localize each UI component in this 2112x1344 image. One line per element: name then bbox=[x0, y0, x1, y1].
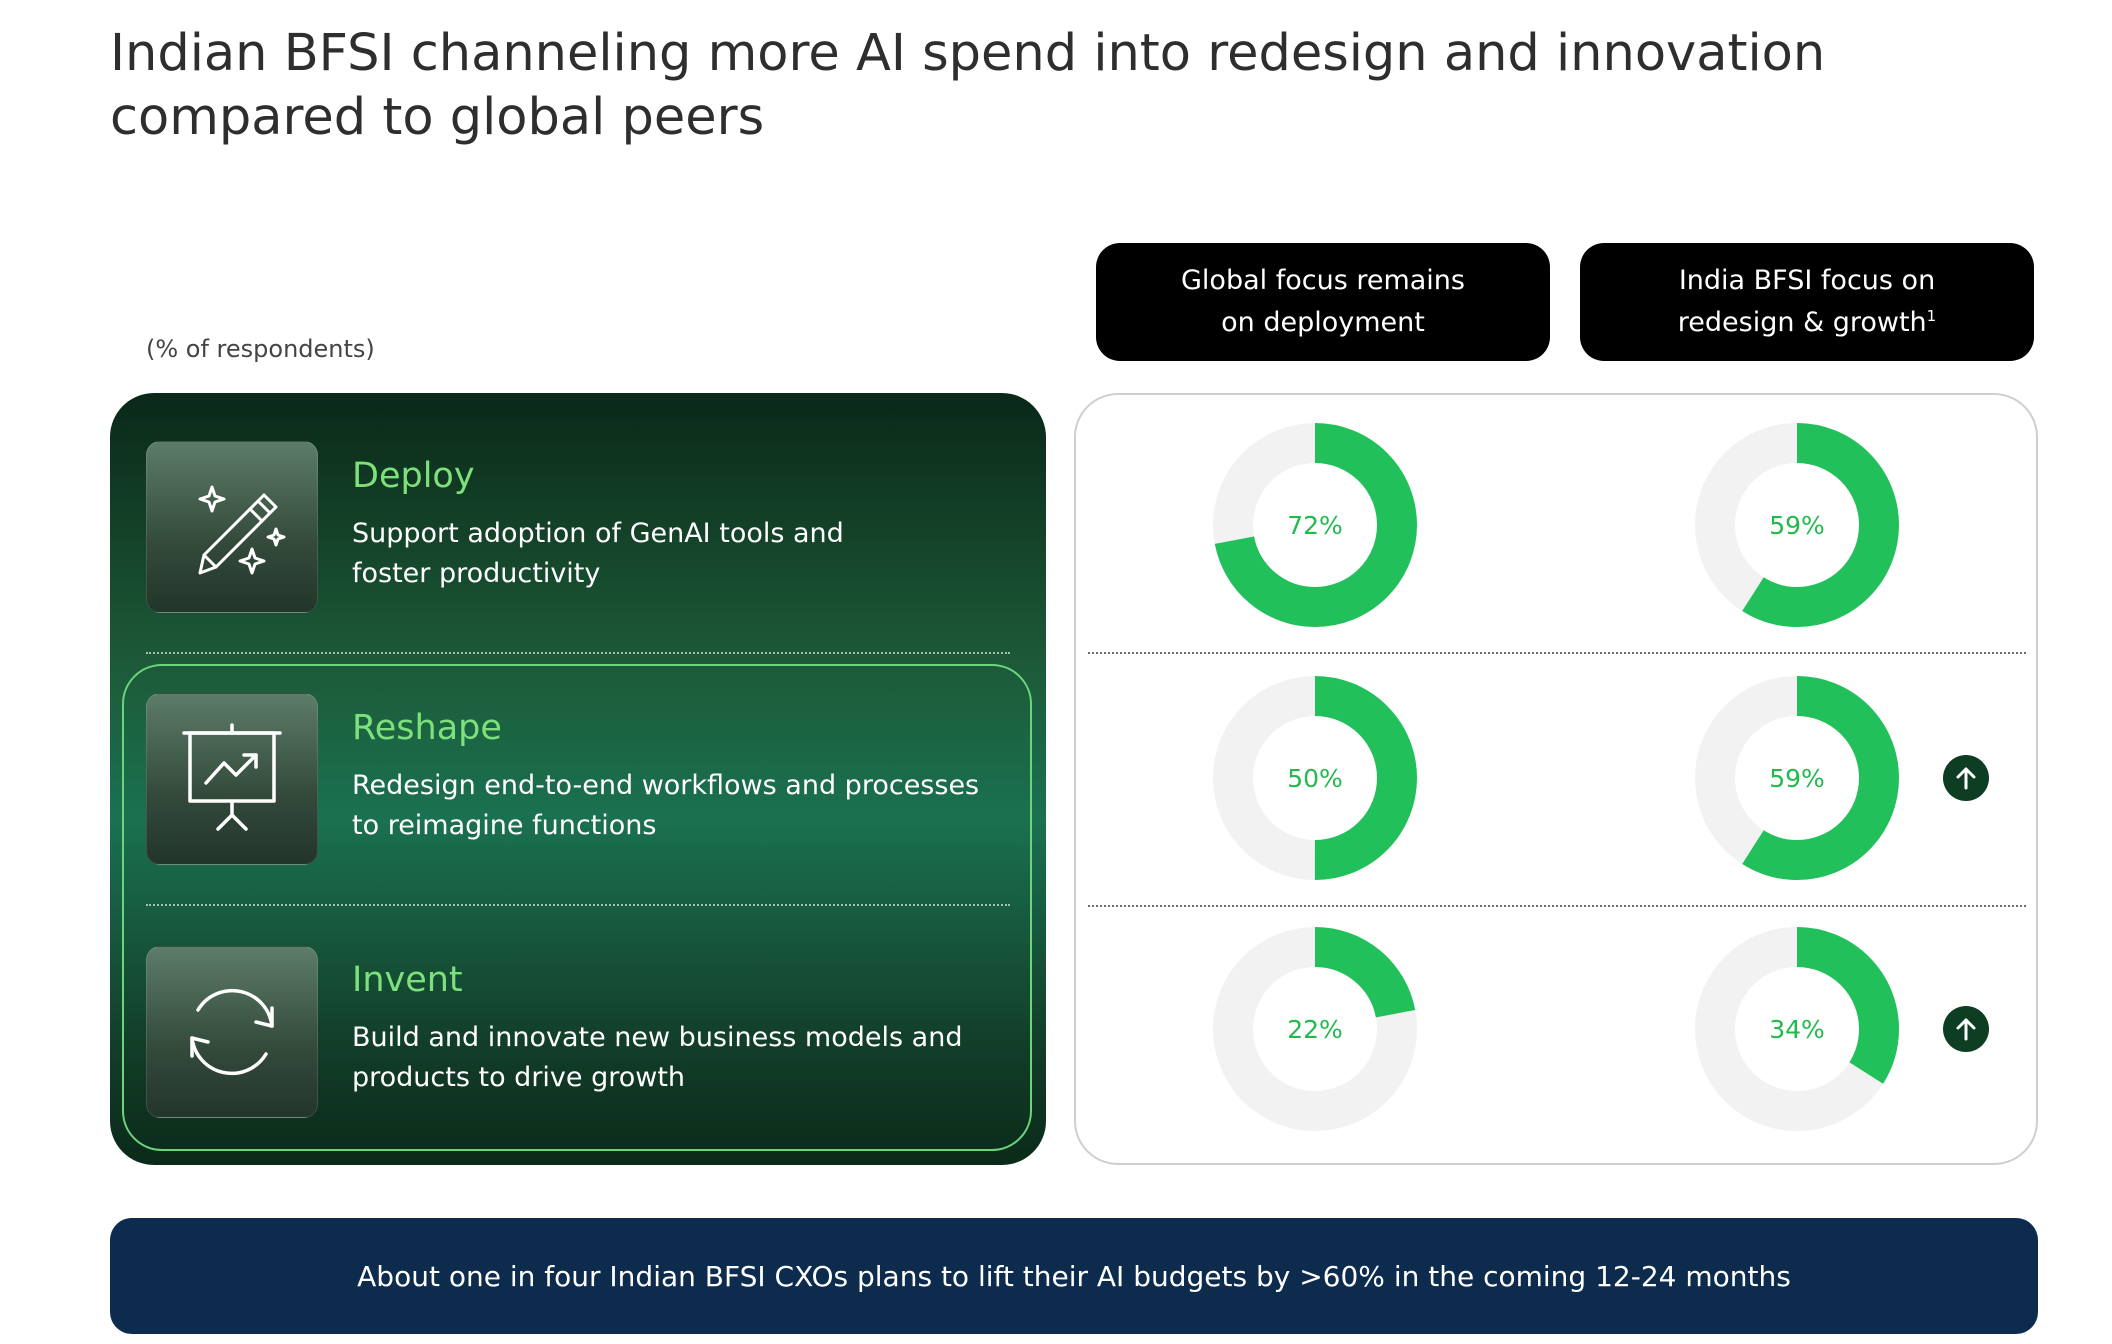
category-desc-reshape-line-1: Redesign end-to-end workflows and proces… bbox=[352, 770, 980, 801]
page-title: Indian BFSI channeling more AI spend int… bbox=[110, 22, 1910, 150]
presentation-chart-icon bbox=[182, 723, 282, 831]
category-title-invent: Invent bbox=[352, 960, 463, 1000]
donut-svg: 50% bbox=[1213, 676, 1417, 880]
category-desc-deploy: Support adoption of GenAI tools and fost… bbox=[352, 514, 1012, 594]
highlight-frame bbox=[122, 664, 1032, 1151]
column-header-global: Global focus remains on deployment bbox=[1096, 243, 1550, 361]
row-divider bbox=[146, 904, 1010, 906]
donut-value-label: 59% bbox=[1769, 764, 1825, 793]
reshape-icon-tile bbox=[146, 693, 318, 865]
row-divider bbox=[1088, 905, 2026, 907]
donut-value-arc bbox=[1213, 927, 1417, 1131]
row-divider bbox=[1088, 652, 2026, 654]
donut-value-label: 22% bbox=[1287, 1015, 1343, 1044]
invent-icon-tile bbox=[146, 946, 318, 1118]
page-title-line-1: Indian BFSI channeling more AI spend int… bbox=[110, 24, 1826, 83]
donut-value-arc bbox=[1213, 676, 1417, 880]
donut-value-arc bbox=[1695, 927, 1899, 1131]
deploy-icon-tile bbox=[146, 441, 318, 613]
category-desc-reshape-line-2: to reimagine functions bbox=[352, 810, 657, 841]
donut-chart-global-deploy: 72% bbox=[1210, 420, 1420, 630]
category-panel: Deploy Support adoption of GenAI tools a… bbox=[110, 393, 1046, 1165]
category-desc-invent-line-2: products to drive growth bbox=[352, 1062, 686, 1093]
donut-svg: 72% bbox=[1213, 423, 1417, 627]
donut-chart-panel: 72% 50% 22% 59% 59% 34% bbox=[1074, 393, 2038, 1165]
category-title-deploy: Deploy bbox=[352, 456, 475, 496]
donut-chart-india-reshape: 59% bbox=[1692, 673, 1902, 883]
donut-value-label: 50% bbox=[1287, 764, 1343, 793]
category-desc-invent: Build and innovate new business models a… bbox=[352, 1018, 1012, 1098]
footer-banner: About one in four Indian BFSI CXOs plans… bbox=[110, 1218, 2038, 1334]
category-desc-invent-line-1: Build and innovate new business models a… bbox=[352, 1022, 963, 1053]
donut-svg: 22% bbox=[1213, 927, 1417, 1131]
donut-value-label: 59% bbox=[1769, 511, 1825, 540]
donut-chart-india-invent: 34% bbox=[1692, 924, 1902, 1134]
donut-value-arc bbox=[1213, 423, 1417, 627]
donut-value-label: 34% bbox=[1769, 1015, 1825, 1044]
refresh-cycle-icon bbox=[190, 988, 274, 1076]
up-arrow-icon bbox=[1943, 1006, 1989, 1052]
footer-text: About one in four Indian BFSI CXOs plans… bbox=[357, 1259, 1791, 1293]
donut-value-arc bbox=[1695, 423, 1899, 627]
column-header-india-line-1: India BFSI focus on bbox=[1678, 265, 1936, 296]
category-desc-reshape: Redesign end-to-end workflows and proces… bbox=[352, 766, 1012, 846]
page-title-line-2: compared to global peers bbox=[110, 88, 765, 147]
donut-svg: 34% bbox=[1695, 927, 1899, 1131]
donut-value-arc bbox=[1695, 676, 1899, 880]
pencil-sparkles-icon bbox=[198, 485, 286, 575]
donut-svg: 59% bbox=[1695, 676, 1899, 880]
donut-chart-india-deploy: 59% bbox=[1692, 420, 1902, 630]
category-desc-deploy-line-2: foster productivity bbox=[352, 558, 601, 589]
column-header-global-line-1: Global focus remains bbox=[1181, 265, 1465, 296]
category-title-reshape: Reshape bbox=[352, 708, 502, 748]
donut-chart-global-invent: 22% bbox=[1210, 924, 1420, 1134]
donut-chart-global-reshape: 50% bbox=[1210, 673, 1420, 883]
unit-note: (% of respondents) bbox=[146, 335, 375, 363]
donut-svg: 59% bbox=[1695, 423, 1899, 627]
column-header-india-line-2-text: redesign & growth bbox=[1677, 307, 1927, 338]
column-header-india-line-2: redesign & growth1 bbox=[1678, 302, 1936, 344]
up-arrow-icon bbox=[1943, 755, 1989, 801]
footnote-marker: 1 bbox=[1926, 307, 1937, 325]
column-header-india: India BFSI focus on redesign & growth1 bbox=[1580, 243, 2034, 361]
category-desc-deploy-line-1: Support adoption of GenAI tools and bbox=[352, 518, 844, 549]
column-header-global-line-2: on deployment bbox=[1221, 307, 1425, 338]
donut-value-label: 72% bbox=[1287, 511, 1343, 540]
row-divider bbox=[146, 652, 1010, 654]
